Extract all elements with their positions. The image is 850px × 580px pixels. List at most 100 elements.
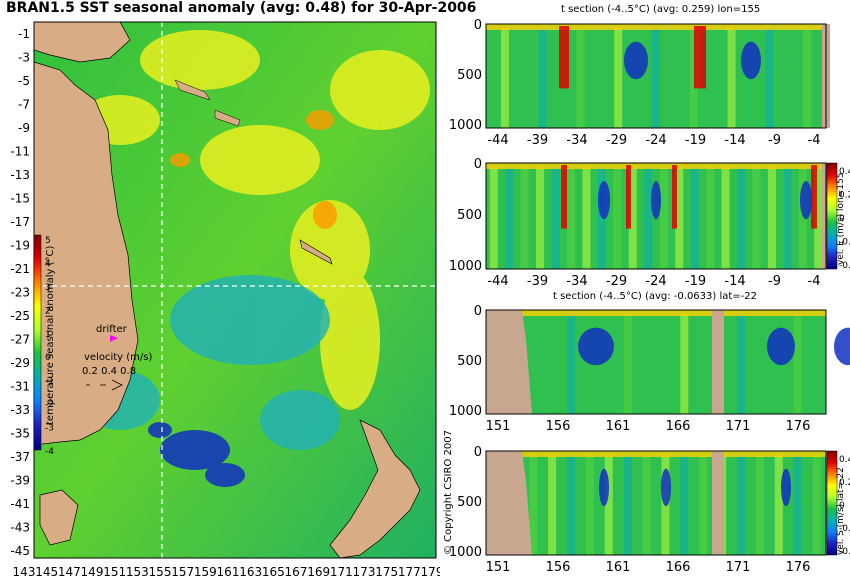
drifter-label: drifter [96,324,127,335]
cold-core [624,41,648,80]
map-lon-tick-label: 177 [398,565,421,579]
colorbar-tick-label: 0 [45,353,51,363]
x-tick-label: -34 [566,133,587,148]
map-lon-tick-label: 175 [375,565,398,579]
copyright-notice: © Copyright CSIRO 2007 [443,430,454,555]
section3-title: t section (-4..5°C) (avg: -0.0633) lat=-… [553,291,758,302]
section-stripe [489,167,498,269]
map-lon-tick-label: 159 [194,565,217,579]
velocity-colorbar [826,450,838,556]
cold-core [599,468,609,507]
surface-layer [486,163,826,169]
map-lat-tick-label: -11 [10,145,30,159]
x-tick-label: -14 [724,133,745,148]
x-tick-label: -39 [527,133,548,148]
map-lon-tick-label: 163 [239,565,262,579]
surface-layer [486,24,826,30]
colorbar-tick-label: 2 [45,306,51,316]
section-stripe [642,455,651,555]
section-stripe [737,314,745,414]
depth-tick-label: 500 [457,495,482,510]
cold-core [578,327,614,366]
x-tick-label: -39 [527,274,548,289]
warm-core [559,26,569,89]
x-tick-label: 151 [486,419,511,434]
map-lat-tick-label: -37 [10,450,30,464]
velocity-colorbar-tick: -0.2 [839,238,850,248]
x-tick-label: -14 [724,274,745,289]
x-tick-label: 151 [486,560,511,575]
map-lon-tick-label: 165 [262,565,285,579]
colorbar-tick-label: -4 [45,447,54,457]
warm-core [626,165,631,229]
map-lon-tick-label: 179 [421,565,440,579]
map-lon-tick-label: 153 [126,565,149,579]
section-stripe [783,167,792,269]
cold-core [741,41,761,80]
solomon-islands-land [174,79,241,127]
velocity-scale-arrows [86,379,123,391]
section-stripe [699,455,708,555]
new-guinea-land [33,21,131,63]
map-lat-tick-label: -39 [10,474,30,488]
x-tick-label: 166 [666,560,691,575]
warm-core [672,165,677,229]
map-lat-tick-labels: -1 -3 -5 -7 -9 -11 -13 -15 -17 -19 -21 -23 -25 -27 -29… [10,27,30,558]
section-stripe [567,455,575,555]
x-tick-label: -24 [645,274,666,289]
cold-core [651,181,661,220]
depth-tick-label: 500 [457,208,482,223]
velocity-colorbar-tick: 0.2 [839,478,850,488]
map-lat-tick-label: -7 [18,98,30,112]
chart-title: BRAN1.5 SST seasonal anomaly (avg: 0.48)… [6,0,477,16]
section-stripe [613,167,622,269]
section-stripe [576,28,585,128]
velocity-colorbar [826,162,838,270]
x-tick-label: 161 [606,560,631,575]
surface-layer [486,451,826,457]
tasmania-land [39,489,79,546]
map-lat-tick-label: -21 [10,262,30,276]
section-stripe [689,28,698,128]
map-lon-tick-label: 147 [58,565,81,579]
section-panel-1: 0 500 1000 -44 -39 -34 -29 -24 -19 -14 -9 -4 [449,18,830,148]
cold-core [767,327,795,366]
section-stripe [505,167,514,269]
section-stripe [529,455,538,555]
colorbar-tick-labels: 5 4 3 2 1 0 -1 -2 -3 -4 [45,236,54,457]
section-stripe [774,455,783,555]
x-tick-label: -24 [645,133,666,148]
velocity-colorbar-tick: 0.2 [839,191,850,201]
depth-tick-label: 0 [474,18,482,33]
x-tick-label: -9 [768,274,781,289]
section4-side-label: vel. S (m/s) lat=-22 [836,467,846,555]
map-lat-tick-label: -13 [10,168,30,182]
section-stripe [737,167,745,269]
section-stripe [520,167,529,269]
x-tick-label: 156 [546,560,571,575]
map-lon-tick-label: 171 [330,565,353,579]
section-stripe [567,167,575,269]
warm-core [811,165,817,229]
map-lat-tick-label: -19 [10,239,30,253]
cold-core [598,181,610,220]
x-tick-label: 166 [666,419,691,434]
colorbar-tick-label: -2 [45,400,54,410]
map-lon-tick-label: 149 [81,565,104,579]
section-stripe [500,28,509,128]
map-lon-tick-label: 145 [35,565,58,579]
section-stripe [752,167,761,269]
section-field [486,310,826,414]
map-lat-tick-label: -1 [18,27,30,41]
depth-tick-label: 0 [474,304,482,319]
cold-core [834,327,850,366]
section-stripe [680,455,689,555]
map-lat-tick-label: -35 [10,427,30,441]
section-stripe [803,28,812,128]
warm-anomaly-patches [80,30,430,410]
section-stripe [548,455,557,555]
depth-tick-label: 0 [474,157,482,172]
map-lon-tick-label: 157 [171,565,194,579]
cold-core [661,468,671,507]
section-stripe [659,167,668,269]
